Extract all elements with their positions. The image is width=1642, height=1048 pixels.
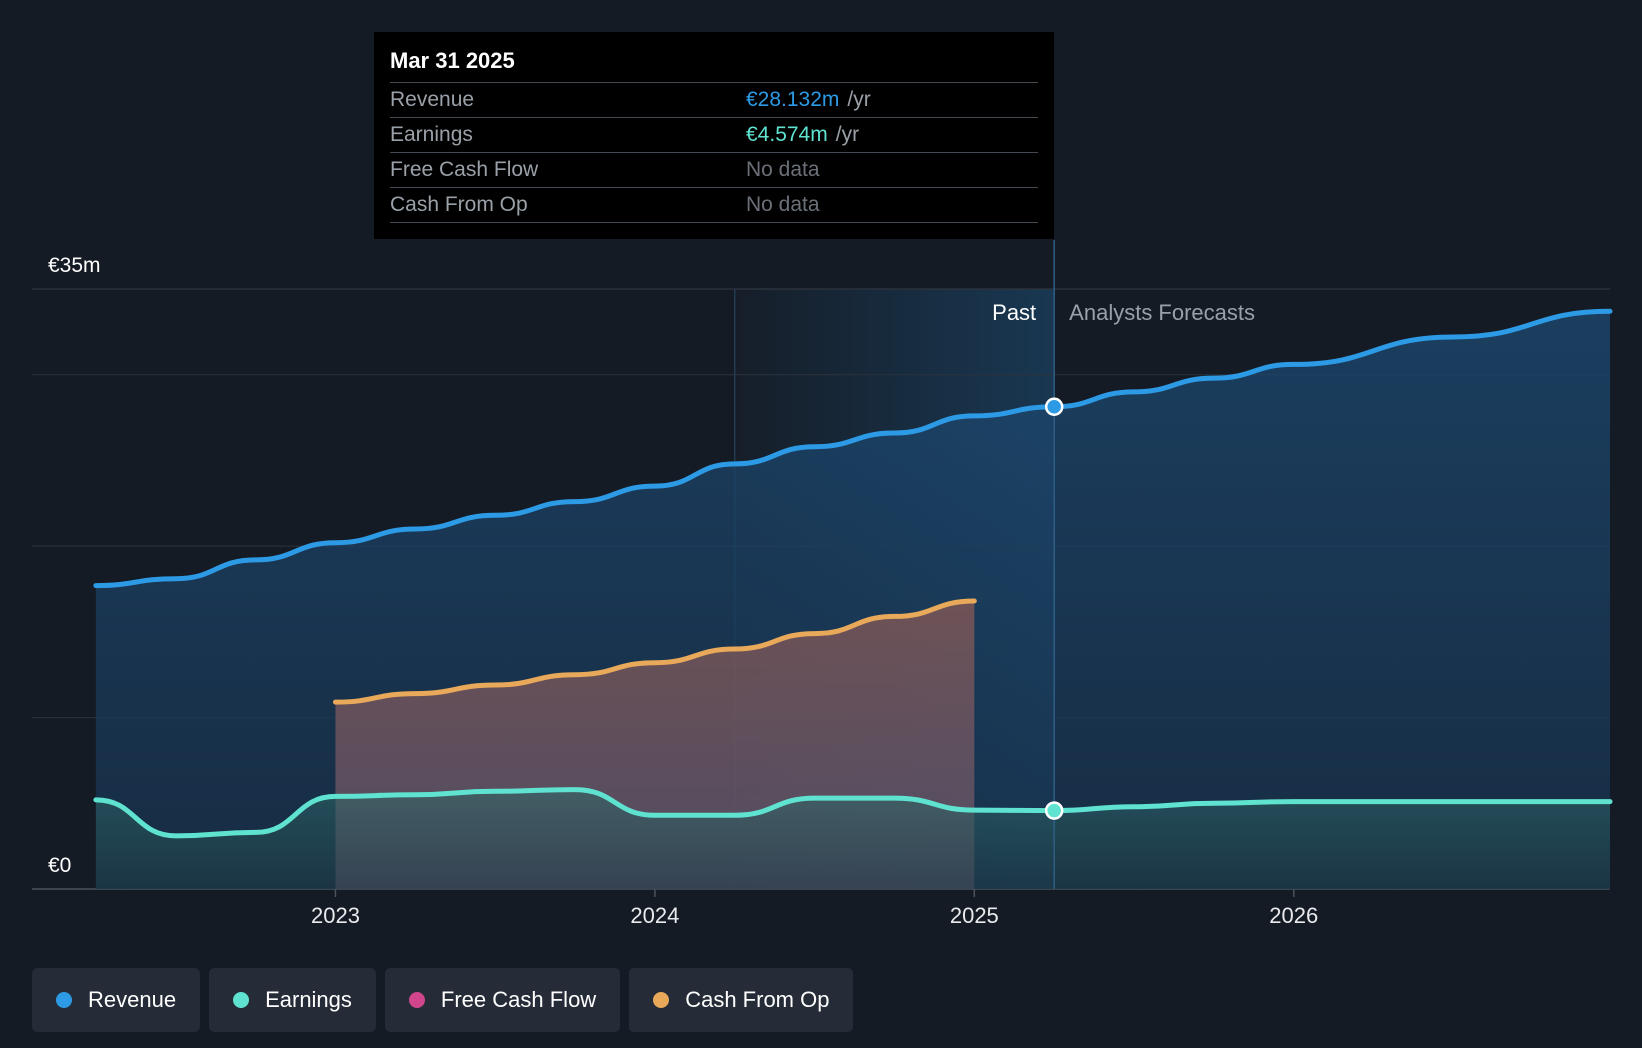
earnings-marker	[1044, 801, 1064, 820]
x-tick-label: 2026	[1269, 903, 1318, 928]
x-tick-label: 2025	[950, 903, 999, 928]
cash-from-op-dot-icon	[653, 992, 670, 1008]
data-tooltip: Mar 31 2025 Revenue €28.132m /yr Earning…	[374, 32, 1054, 239]
earnings-line	[93, 787, 1613, 839]
y-tick-label-max: €35m	[48, 254, 101, 277]
tooltip-value: €28.132m	[746, 88, 840, 111]
earnings-dot-icon	[233, 992, 250, 1008]
y-tick-label-min: €0	[48, 854, 71, 877]
free-cash-flow-dot-icon	[408, 992, 425, 1008]
legend-label: Revenue	[88, 987, 177, 1012]
tooltip-row-revenue: Revenue €28.132m /yr	[390, 83, 1038, 118]
tooltip-unit: /yr	[847, 88, 871, 111]
legend-item-earnings[interactable]: Earnings	[209, 968, 376, 1032]
tooltip-row-cash-from-op: Cash From Op No data	[390, 188, 1038, 223]
legend-item-cash-from-op[interactable]: Cash From Op	[629, 968, 854, 1032]
legend-label: Cash From Op	[685, 987, 830, 1012]
tooltip-value: No data	[746, 193, 820, 216]
tooltip-label: Earnings	[390, 123, 473, 146]
x-tick-label: 2023	[311, 903, 360, 928]
revenue-line	[93, 308, 1613, 589]
legend-label: Free Cash Flow	[440, 987, 597, 1012]
legend-item-revenue[interactable]: Revenue	[32, 968, 201, 1032]
past-label: Past	[992, 300, 1036, 325]
revenue-dot-icon	[56, 992, 72, 1008]
tooltip-date: Mar 31 2025	[390, 46, 1038, 83]
tooltip-value: No data	[746, 158, 820, 181]
tooltip-label: Revenue	[390, 88, 475, 111]
tooltip-row-free-cash-flow: Free Cash Flow No data	[390, 153, 1038, 188]
tooltip-value: €4.574m	[746, 123, 828, 146]
chart-legend: Revenue Earnings Free Cash Flow Cash Fro…	[32, 968, 854, 1032]
tooltip-row-earnings: Earnings €4.574m /yr	[390, 118, 1038, 153]
legend-label: Earnings	[265, 987, 352, 1012]
tooltip-label: Cash From Op	[390, 193, 528, 216]
revenue-marker	[1044, 397, 1064, 416]
forecast-label: Analysts Forecasts	[1069, 300, 1255, 325]
x-tick-label: 2024	[630, 903, 679, 928]
tooltip-label: Free Cash Flow	[390, 158, 539, 181]
tooltip-unit: /yr	[835, 123, 860, 146]
cash-from-op-line	[332, 598, 977, 705]
earnings-area	[95, 789, 1611, 889]
legend-item-free-cash-flow[interactable]: Free Cash Flow	[384, 968, 621, 1032]
